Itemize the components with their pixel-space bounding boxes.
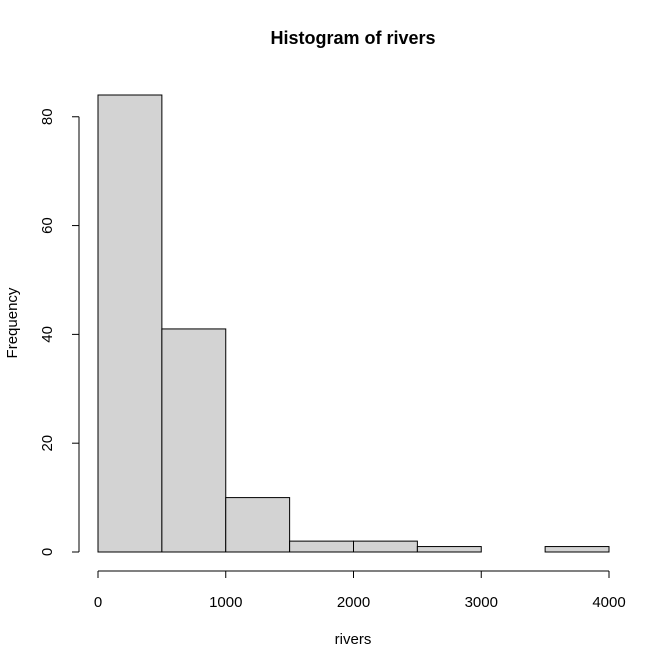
x-tick-label: 2000: [337, 594, 370, 611]
histogram-bar: [289, 540, 354, 553]
y-axis: 0 20 40 60 80: [39, 108, 80, 556]
histogram-bar: [416, 546, 482, 553]
x-tick-label: 4000: [592, 594, 625, 611]
x-tick-label: 0: [94, 594, 102, 611]
y-tick-label: 40: [39, 326, 56, 343]
x-axis-label: rivers: [335, 631, 372, 648]
x-tick-label: 3000: [465, 594, 498, 611]
bars-group: [97, 94, 610, 553]
y-axis-label: Frequency: [4, 287, 21, 358]
y-tick-label: 60: [39, 217, 56, 234]
histogram-bar: [544, 546, 610, 553]
x-tick-label: 1000: [209, 594, 242, 611]
y-tick-label: 0: [39, 548, 56, 556]
chart-title: Histogram of rivers: [270, 28, 435, 48]
y-tick-label: 80: [39, 108, 56, 125]
histogram-bar: [97, 94, 163, 553]
y-tick-label: 20: [39, 435, 56, 452]
histogram-bar: [353, 540, 418, 553]
histogram-bar: [161, 328, 227, 553]
histogram-bar: [225, 497, 291, 553]
x-axis: 0 1000 2000 3000 4000: [94, 570, 626, 611]
